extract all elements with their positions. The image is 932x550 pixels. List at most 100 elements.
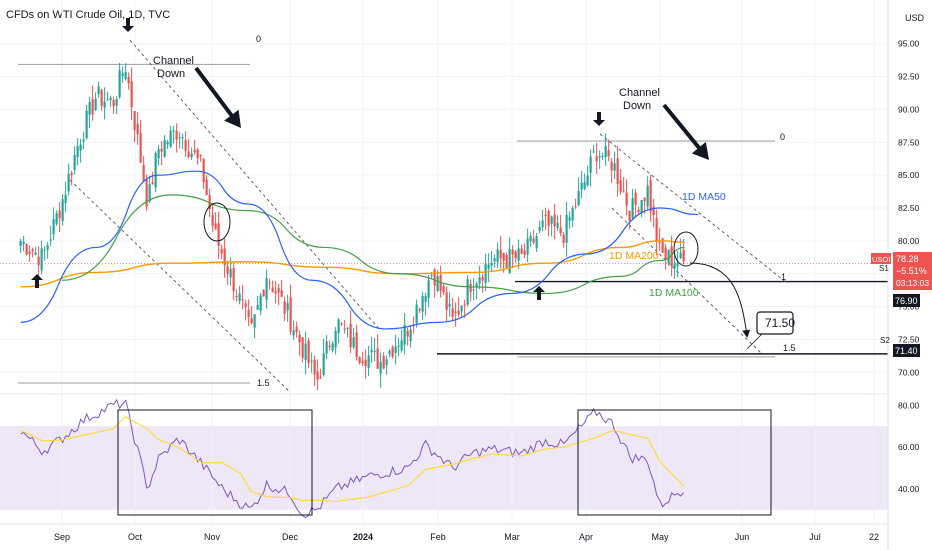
- candle-body: [574, 206, 577, 208]
- candle-body: [259, 295, 262, 311]
- candle-body: [532, 238, 535, 243]
- ma50-label: 1D MA50: [682, 191, 726, 203]
- candle-body: [31, 249, 34, 252]
- candle-body: [343, 328, 346, 330]
- candle-body: [238, 293, 241, 301]
- candle-body: [607, 150, 610, 157]
- candle-body: [37, 256, 40, 265]
- candle-body: [73, 155, 76, 170]
- candle-body: [61, 199, 64, 221]
- axes: 95.0092.5090.0087.5085.0082.5080.0077.50…: [54, 39, 920, 542]
- candle-body: [274, 291, 277, 294]
- price-tick: 82.50: [898, 203, 920, 213]
- candle-body: [619, 180, 622, 192]
- s1-badge-text: 76.90: [895, 296, 918, 306]
- candle-body: [352, 337, 355, 348]
- candle-body: [214, 223, 217, 229]
- rsi-tick: 80.00: [898, 400, 920, 410]
- moving-averages: [20, 170, 699, 330]
- candle-body: [385, 359, 388, 366]
- rsi-band: [0, 426, 888, 510]
- candle-body: [190, 153, 193, 157]
- candle-body: [46, 245, 49, 250]
- candle-body: [661, 238, 664, 253]
- candle-body: [421, 296, 424, 312]
- candle-body: [58, 210, 61, 219]
- candle-body: [571, 207, 574, 221]
- candle-body: [496, 249, 499, 263]
- price-tick: 85.00: [898, 170, 920, 180]
- candle-body: [121, 73, 124, 77]
- time-tick: Apr: [579, 532, 593, 542]
- candle-body: [106, 99, 109, 101]
- candle-body: [451, 308, 454, 317]
- rsi-tick: 40.00: [898, 484, 920, 494]
- candle-body: [601, 156, 604, 158]
- candle-body: [160, 148, 163, 152]
- candle-body: [304, 343, 307, 361]
- symbol-badge-text: USOIL: [872, 255, 895, 264]
- time-tick: Jun: [735, 532, 750, 542]
- candle-body: [367, 355, 370, 368]
- candle-body: [475, 283, 478, 288]
- candle-body: [499, 249, 502, 259]
- candle-body: [82, 139, 85, 142]
- candle-body: [166, 142, 169, 145]
- candle-body: [157, 149, 160, 159]
- candle-body: [361, 361, 364, 364]
- candle-body: [64, 194, 67, 204]
- candle-body: [235, 295, 238, 297]
- candle-body: [418, 309, 421, 311]
- channel-lines: [69, 39, 788, 393]
- candle-body: [523, 250, 526, 255]
- candle-body: [313, 359, 316, 375]
- price-tick: 70.00: [898, 367, 920, 377]
- candle-body: [631, 198, 634, 218]
- fib-top-left-label: 0: [256, 34, 261, 44]
- candle-body: [277, 288, 280, 293]
- grid: [0, 0, 888, 524]
- candle-body: [394, 346, 397, 353]
- candle-body: [379, 361, 382, 374]
- candle-body: [154, 153, 157, 188]
- candle-body: [595, 156, 598, 162]
- candle-body: [295, 326, 298, 333]
- candle-body: [628, 210, 631, 222]
- candle-body: [22, 241, 25, 245]
- candle-body: [457, 310, 460, 315]
- candle-body: [109, 97, 112, 100]
- candle-body: [43, 249, 46, 251]
- time-tick: Dec: [282, 532, 299, 542]
- rsi-pane: [20, 398, 772, 519]
- rsi-ma-line: [20, 416, 685, 502]
- candle-body: [622, 191, 625, 193]
- rsi-box-right: [577, 409, 772, 516]
- s1-badge: [893, 294, 920, 307]
- bottom-arrow-left: [31, 274, 43, 288]
- candle-body: [334, 331, 337, 348]
- candle-body: [502, 253, 505, 261]
- candle-body: [88, 102, 91, 115]
- candle-body: [346, 328, 349, 330]
- candle-body: [382, 356, 385, 369]
- candle-body: [325, 341, 328, 354]
- candle-body: [241, 299, 244, 301]
- candle-body: [271, 287, 274, 292]
- candle-body: [373, 350, 376, 352]
- candle-body: [526, 238, 529, 255]
- candle-body: [289, 297, 292, 332]
- candle-body: [508, 249, 511, 274]
- candle-body: [244, 303, 247, 307]
- fib-bottom-right-label: 1.5: [783, 343, 796, 353]
- time-tick: May: [651, 532, 669, 542]
- candle-body: [97, 86, 100, 95]
- candle-body: [505, 254, 508, 268]
- ma-cross-circle-1: [203, 202, 231, 242]
- candle-body: [127, 76, 130, 84]
- candle-body: [193, 150, 196, 153]
- fib-levels: [0, 63, 888, 384]
- time-tick: Feb: [430, 532, 446, 542]
- candle-body: [658, 241, 661, 243]
- candle-body: [439, 275, 442, 292]
